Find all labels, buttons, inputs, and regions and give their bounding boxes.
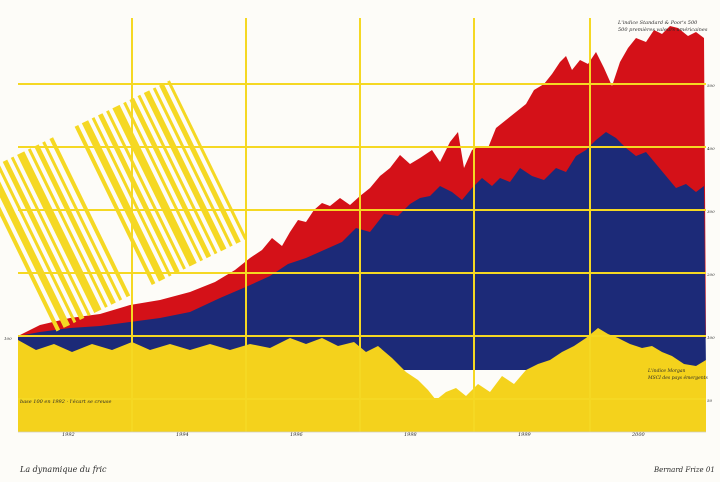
- year-label: 2000: [631, 432, 646, 438]
- year-label: 1992: [62, 432, 75, 438]
- tick-right-200: 200: [706, 272, 715, 277]
- yellow-area: [18, 328, 706, 432]
- tick-right-100: 100: [707, 335, 715, 340]
- painting-title: La dynamique du fric: [19, 465, 107, 474]
- note-top-line1: L'indice Standard & Poor's 500: [617, 20, 698, 26]
- grid-lines: [18, 18, 706, 432]
- note-right-line1: L'indice Morgan: [647, 368, 686, 374]
- barcode-stripes: [0, 80, 248, 332]
- year-label: 1994: [176, 432, 189, 438]
- tick-right-400: 400: [706, 146, 715, 151]
- artist-signature: Bernard Frize 01: [653, 466, 715, 474]
- tick-right-50: 50: [707, 398, 713, 403]
- tick-right-300: 300: [707, 209, 715, 214]
- year-label: 1998: [404, 432, 417, 438]
- note-base: base 100 en 1992 · l'écart se creuse: [20, 398, 111, 405]
- note-right-line2: MSCI des pays émergents: [647, 374, 708, 381]
- note-top-line2: 500 premières valeurs américaines: [618, 26, 708, 33]
- tick-100-left: 100: [4, 336, 12, 341]
- year-label: 1999: [518, 432, 532, 438]
- navy-area: [18, 132, 706, 370]
- tick-right-500: 500: [707, 83, 715, 88]
- year-label: 1996: [290, 432, 304, 438]
